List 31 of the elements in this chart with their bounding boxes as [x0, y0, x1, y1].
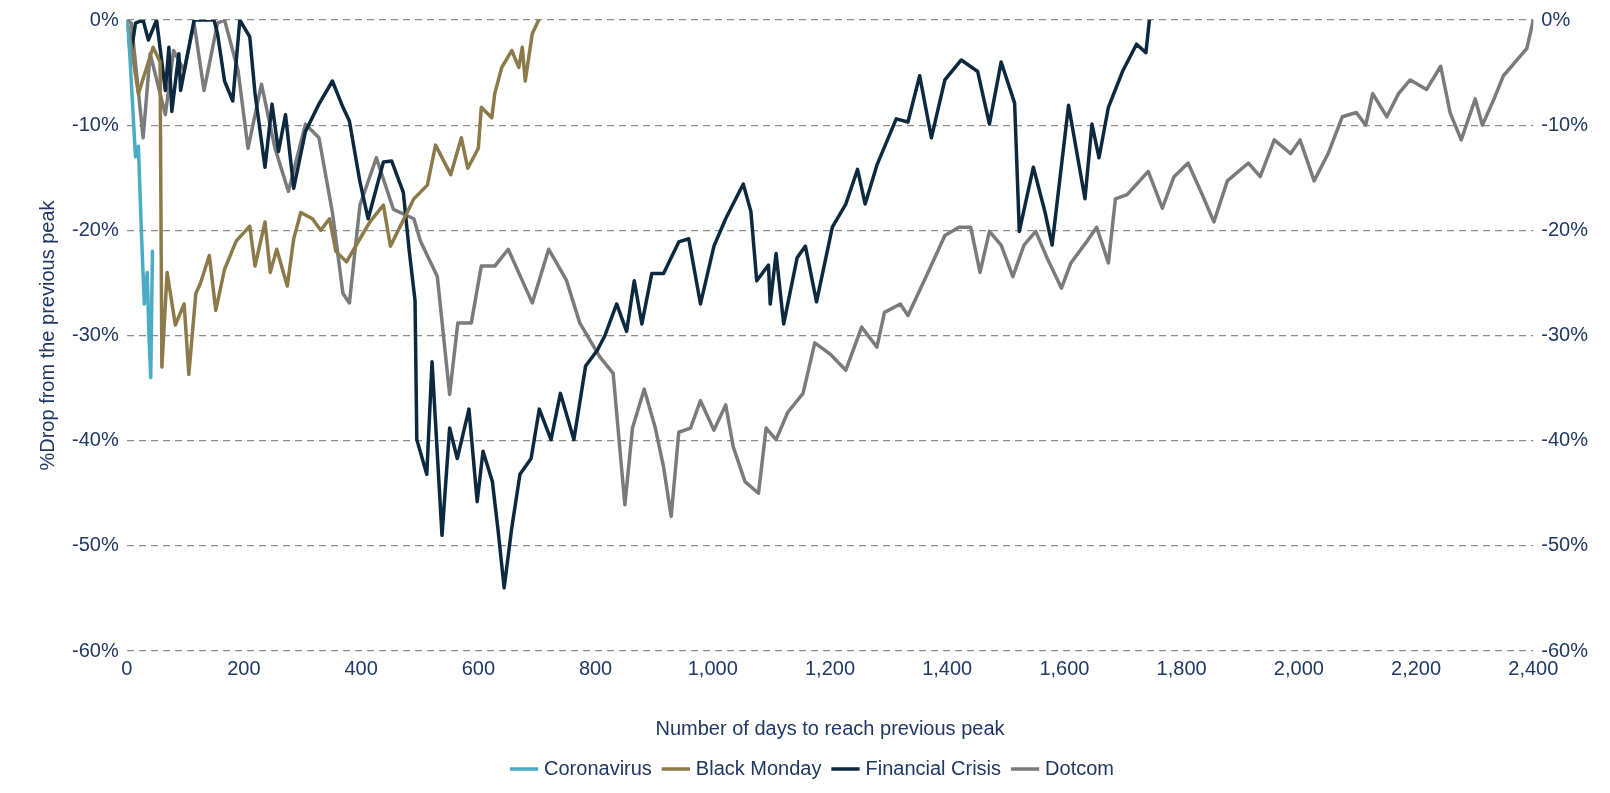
- y2-tick-label: -10%: [1541, 112, 1589, 135]
- y2-tick-label: -20%: [1541, 217, 1589, 240]
- y-axis-title: %Drop from the previous peak: [35, 199, 58, 471]
- legend-label: Black Monday: [695, 756, 822, 779]
- y2-tick-label: -50%: [1541, 533, 1589, 556]
- y-tick-label: -10%: [71, 112, 119, 135]
- x-tick-label: 600: [461, 656, 496, 679]
- x-tick-label: 200: [227, 656, 261, 679]
- x-tick-label: 0: [121, 656, 133, 679]
- x-tick-label: 1,800: [1156, 656, 1207, 679]
- y-tick-label: -50%: [71, 533, 119, 556]
- y-tick-label: -30%: [71, 323, 119, 346]
- x-axis-title: Number of days to reach previous peak: [655, 716, 1006, 739]
- x-tick-label: 2,200: [1391, 656, 1442, 679]
- y-tick-label: 0%: [89, 7, 119, 30]
- y2-tick-label: -40%: [1541, 428, 1589, 451]
- x-tick-label: 1,000: [687, 656, 738, 679]
- x-tick-label: 1,600: [1039, 656, 1090, 679]
- y-tick-label: -20%: [71, 217, 119, 240]
- x-tick-label: 400: [344, 656, 378, 679]
- y2-tick-label: 0%: [1541, 7, 1571, 30]
- y-tick-label: -40%: [71, 428, 119, 451]
- legend-label: Financial Crisis: [865, 756, 1002, 779]
- legend-label: Coronavirus: [544, 756, 652, 779]
- legend-label: Dotcom: [1045, 756, 1114, 779]
- x-tick-label: 800: [578, 656, 613, 679]
- x-tick-label: 1,400: [922, 656, 973, 679]
- x-tick-label: 2,000: [1273, 656, 1324, 679]
- x-tick-label: 1,200: [804, 656, 856, 679]
- y2-tick-label: -30%: [1541, 323, 1589, 346]
- y-tick-label: -60%: [71, 638, 119, 661]
